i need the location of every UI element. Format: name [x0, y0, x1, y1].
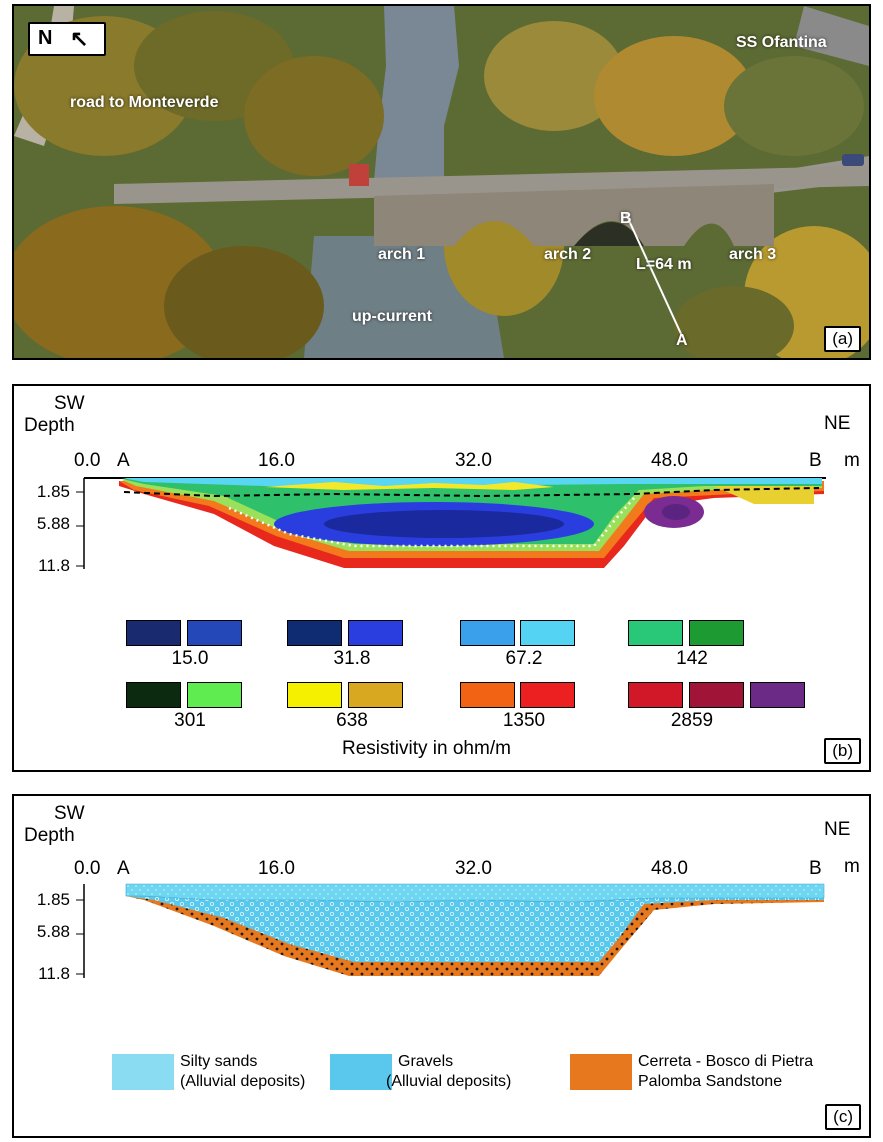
geological-plot [76, 883, 825, 978]
legend-swatch-5 [460, 620, 515, 646]
label-arch-2: arch 2 [544, 246, 592, 263]
aerial-photo [14, 6, 869, 358]
legend-swatch-17 [750, 682, 805, 708]
label-ss-ofantina: SS Ofantina [736, 34, 827, 51]
x-tick-0: 0.0 [74, 450, 101, 471]
north-arrow-icon: ↖ [70, 26, 89, 51]
legend-label-silty-sands-2: (Alluvial deposits) [180, 1073, 306, 1090]
geological-section-panel: SW Depth NE 0.0 A 16.0 32.0 48.0 B m 1.8… [12, 794, 871, 1138]
legend-swatch-gravels [330, 1054, 392, 1090]
legend-swatch-14 [520, 682, 575, 708]
legend-swatch-7 [628, 620, 683, 646]
legend-swatch-10 [187, 682, 242, 708]
label-line-length: L=64 m [636, 256, 692, 273]
legend-value-301: 301 [174, 710, 206, 731]
legend-label-silty-sands-1: Silty sands [180, 1053, 258, 1070]
legend-swatch-9 [126, 682, 181, 708]
legend-value-142: 142 [676, 648, 708, 669]
legend-swatch-13 [460, 682, 515, 708]
label-sw: SW [54, 393, 85, 414]
x-tick-48: 48.0 [651, 450, 688, 471]
panel-tag-c: (c) [825, 1104, 861, 1130]
legend-swatch-4 [348, 620, 403, 646]
panel-tag-b: (b) [824, 738, 861, 764]
end-label-a: A [117, 858, 130, 879]
unit-label: m [844, 450, 860, 471]
legend-value-2859: 2859 [670, 710, 714, 731]
label-point-a: A [676, 332, 688, 349]
panel-tag-a: (a) [824, 326, 861, 352]
x-tick-32: 32.0 [455, 450, 492, 471]
legend-value-31-8: 31.8 [333, 648, 371, 669]
legend-swatch-2 [187, 620, 242, 646]
label-road-to-monteverde: road to Monteverde [70, 94, 219, 111]
legend-swatch-8 [689, 620, 744, 646]
legend-swatch-3 [287, 620, 342, 646]
north-label: N [38, 27, 53, 49]
depth-tick-2: 5.88 [36, 922, 70, 941]
unit-label: m [844, 856, 860, 877]
label-up-current: up-current [352, 308, 432, 325]
legend-label-sandstone-1: Cerreta - Bosco di Pietra [638, 1053, 814, 1070]
legend-value-15: 15.0 [171, 648, 209, 669]
label-sw: SW [54, 803, 85, 824]
x-tick-16: 16.0 [258, 450, 295, 471]
end-label-b: B [809, 858, 822, 879]
legend-label-gravels-2: (Alluvial deposits) [386, 1073, 512, 1090]
x-tick-0: 0.0 [74, 858, 101, 879]
label-ne: NE [824, 413, 851, 434]
legend-value-638: 638 [336, 710, 368, 731]
depth-tick-2: 5.88 [36, 514, 70, 533]
legend-label-sandstone-2: Palomba Sandstone [638, 1073, 783, 1090]
end-label-b: B [809, 450, 822, 471]
legend-label-gravels-1: Gravels [398, 1053, 454, 1070]
end-label-a: A [117, 450, 130, 471]
depth-tick-1: 1.85 [36, 890, 70, 909]
label-arch-1: arch 1 [378, 246, 426, 263]
label-depth: Depth [24, 825, 75, 846]
legend-swatch-silty-sands [112, 1054, 174, 1090]
depth-tick-3: 11.8 [38, 556, 70, 575]
legend-swatch-15 [628, 682, 683, 708]
legend-swatch-sandstone [570, 1054, 632, 1090]
legend-swatch-12 [348, 682, 403, 708]
legend-title: Resistivity in ohm/m [342, 738, 511, 759]
x-tick-32: 32.0 [455, 858, 492, 879]
legend-value-67-2: 67.2 [505, 648, 543, 669]
aerial-photo-panel: N ↖ road to Monteverde SS Ofantina arch … [12, 4, 871, 360]
label-arch-3: arch 3 [729, 246, 777, 263]
label-point-b: B [620, 210, 632, 227]
legend-swatch-6 [520, 620, 575, 646]
legend-swatch-11 [287, 682, 342, 708]
resistivity-plot [76, 477, 826, 569]
label-depth: Depth [24, 415, 75, 436]
legend-swatch-1 [126, 620, 181, 646]
legend-swatch-16 [689, 682, 744, 708]
depth-tick-3: 11.8 [38, 964, 70, 983]
x-tick-48: 48.0 [651, 858, 688, 879]
x-tick-16: 16.0 [258, 858, 295, 879]
depth-tick-1: 1.85 [36, 482, 70, 501]
resistivity-section-panel: SW Depth NE 0.0 A 16.0 32.0 48.0 B m 1.8… [12, 384, 871, 772]
legend-value-1350: 1350 [502, 710, 546, 731]
north-arrow-box: N ↖ [28, 22, 106, 56]
label-ne: NE [824, 819, 851, 840]
